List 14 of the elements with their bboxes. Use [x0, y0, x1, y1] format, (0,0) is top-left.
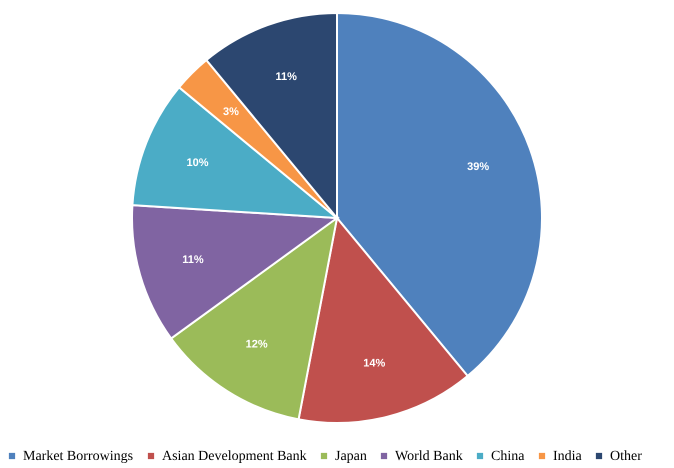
- data-label: 14%: [363, 357, 386, 370]
- data-label: 12%: [246, 338, 268, 351]
- data-label: 10%: [186, 156, 209, 169]
- data-label: 3%: [222, 106, 240, 118]
- legend-label: World Bank: [395, 449, 463, 464]
- data-label: 39%: [467, 161, 490, 174]
- legend-label: Japan: [335, 449, 367, 464]
- legend-label: China: [491, 449, 526, 464]
- legend-label: Other: [610, 449, 642, 464]
- data-label: 11%: [182, 254, 204, 266]
- legend-label: Market Borrowings: [23, 449, 134, 464]
- legend-label: India: [553, 449, 583, 464]
- legend-label: Asian Development Bank: [162, 449, 307, 464]
- data-label: 11%: [275, 70, 298, 83]
